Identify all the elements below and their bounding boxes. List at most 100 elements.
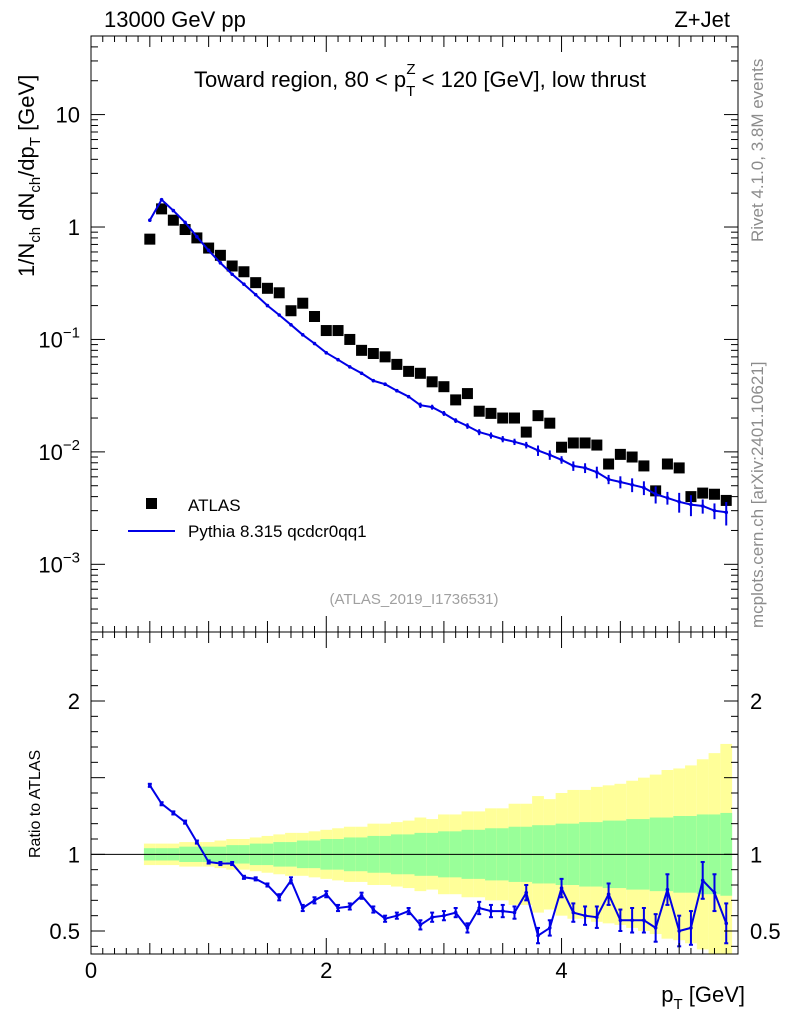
ratio-mc-point [406,909,411,913]
atlas-marker [461,388,473,400]
main-y-tick-label: 10 [56,103,80,128]
atlas-marker [179,224,191,236]
mc-point [512,439,517,444]
ratio-mc-point [583,913,587,918]
analysis-watermark: (ATLAS_2019_I1736531) [329,591,498,608]
mc-point [536,448,540,453]
mc-point [265,303,270,308]
ratio-mc-point [418,923,423,927]
mc-point [253,292,258,297]
legend-atlas-marker [146,498,157,509]
mc-point [277,313,282,317]
ratio-mc-point [512,910,517,915]
ratio-mc-point [665,887,670,892]
ratio-y-tick-label-left: 1 [68,842,80,867]
ratio-panel: 0.5 0.5 1 1 2 2 0 2 4 Ratio to ATLAS pT [GeV] [27,631,781,1013]
ratio-mc-point [383,916,387,921]
legend-atlas-label: ATLAS [188,496,241,515]
ratio-mc-point [312,898,317,903]
mc-point [336,357,340,362]
mc-point [159,197,164,202]
ylabel-part-c: dN [14,193,39,227]
atlas-marker [720,494,732,506]
ratio-mc-point [606,892,611,896]
tick-label-exponent: −2 [63,437,80,454]
main-y-tick-label: 10−2 [38,437,80,465]
atlas-marker [167,214,179,226]
atlas-marker [626,451,638,463]
tick-label-base: 1 [68,215,80,240]
atlas-marker [226,260,238,272]
legend: ATLAS Pythia 8.315 qcdcr0qq1 [128,496,367,541]
atlas-marker [214,249,226,261]
ratio-mc-point [195,840,199,844]
ratio-mc-point [336,906,340,910]
ratio-mc-point [677,929,681,933]
ratio-y-tick-label-right: 2 [750,689,762,714]
ratio-mc-point [348,904,352,909]
atlas-marker [320,325,332,337]
ratio-mc-point [500,909,505,913]
atlas-marker [661,458,673,470]
atlas-marker [238,266,250,278]
x-tick-labels: 0 2 4 [85,958,568,983]
mc-point [442,411,446,416]
atlas-marker [156,203,168,215]
mc-point [524,443,529,447]
mc-point [724,510,729,515]
mc-point [218,261,223,265]
mc-point [665,496,670,500]
atlas-marker [544,417,556,429]
ratio-mc-point [642,918,646,923]
main-y-tick-label: 10−3 [38,549,80,577]
mc-point [183,220,187,225]
atlas-marker [250,277,262,289]
ratio-mc-point [653,926,658,930]
atlas-marker [450,394,462,406]
ratio-y-tick-labels: 0.5 0.5 1 1 2 2 [49,689,780,944]
ratio-mc-point [571,910,576,915]
atlas-marker [203,242,215,254]
atlas-marker [309,310,321,322]
atlas-marker [367,347,379,359]
mc-point [312,341,317,346]
ratio-mc-point [489,909,493,913]
tick-label-exponent: −3 [63,549,80,566]
tick-label-base: 10 [38,327,62,352]
ratio-mc-point [300,906,305,910]
mc-point [300,332,305,337]
mc-point [653,492,658,497]
title-text-end: < 120 [GeV], low thrust [416,67,647,92]
ratio-mc-point [324,892,329,896]
mc-point [418,403,423,408]
mc-point [606,477,611,482]
xlabel-base: p [661,982,673,1007]
energy-label: 13000 GeV pp [104,7,246,32]
ratio-mc-point [465,926,470,930]
ylabel-part-e: /dp [14,146,39,177]
ratio-axis-ticks [90,632,739,954]
atlas-marker [508,412,520,424]
mc-point [559,458,564,462]
atlas-marker [273,287,285,299]
title-sup-z: Z [406,61,415,78]
ratio-mc-point [183,820,187,824]
source-label: mcplots.cern.ch [arXiv:2401.10621] [748,362,767,628]
atlas-marker [532,410,544,422]
ratio-mc-point [536,933,540,938]
atlas-marker [614,448,626,460]
mc-point [230,272,234,277]
x-tick-label: 2 [320,958,332,983]
tick-label-exponent: −1 [63,324,80,341]
mc-point [206,248,211,253]
mc-point [618,480,623,484]
mc-point [571,464,576,468]
ratio-mc-point [206,860,211,864]
mc-point [477,430,482,434]
mc-line [148,198,727,514]
main-frame [90,35,739,633]
title-text-start: Toward region, 80 < p [194,67,406,92]
ratio-y-tick-label-right: 0.5 [750,919,781,944]
main-y-tick-label: 1 [68,215,80,240]
